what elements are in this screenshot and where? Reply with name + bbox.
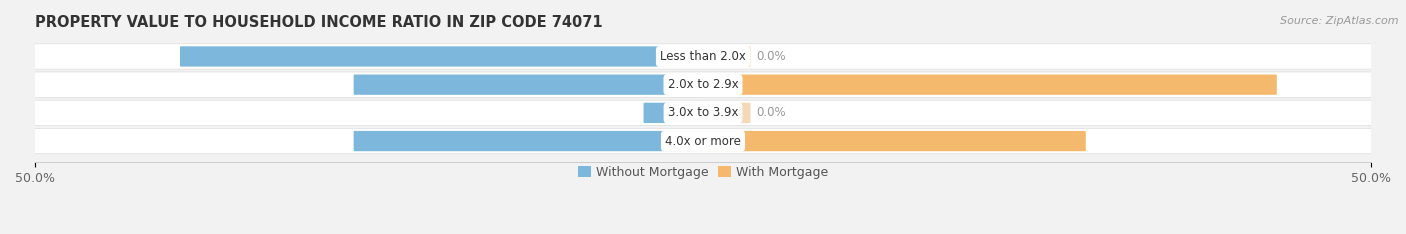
Text: Less than 2.0x: Less than 2.0x (659, 50, 747, 63)
FancyBboxPatch shape (34, 128, 1372, 154)
Text: 42.9%: 42.9% (1282, 78, 1324, 91)
Text: 0.0%: 0.0% (756, 50, 786, 63)
Text: 4.0x or more: 4.0x or more (665, 135, 741, 148)
Text: 26.1%: 26.1% (302, 78, 343, 91)
Text: 0.0%: 0.0% (756, 106, 786, 119)
FancyBboxPatch shape (34, 72, 1372, 97)
FancyBboxPatch shape (644, 103, 703, 123)
FancyBboxPatch shape (703, 74, 1277, 95)
Text: 39.1%: 39.1% (129, 50, 170, 63)
FancyBboxPatch shape (180, 46, 703, 67)
FancyBboxPatch shape (34, 44, 1372, 69)
Text: Source: ZipAtlas.com: Source: ZipAtlas.com (1281, 16, 1399, 26)
FancyBboxPatch shape (703, 131, 1085, 151)
FancyBboxPatch shape (354, 74, 703, 95)
Legend: Without Mortgage, With Mortgage: Without Mortgage, With Mortgage (574, 161, 832, 184)
FancyBboxPatch shape (703, 103, 751, 123)
Text: 2.0x to 2.9x: 2.0x to 2.9x (668, 78, 738, 91)
Text: 3.0x to 3.9x: 3.0x to 3.9x (668, 106, 738, 119)
Text: 4.4%: 4.4% (600, 106, 634, 119)
Text: PROPERTY VALUE TO HOUSEHOLD INCOME RATIO IN ZIP CODE 74071: PROPERTY VALUE TO HOUSEHOLD INCOME RATIO… (35, 15, 603, 30)
FancyBboxPatch shape (703, 46, 751, 67)
FancyBboxPatch shape (354, 131, 703, 151)
Text: 26.1%: 26.1% (302, 135, 343, 148)
FancyBboxPatch shape (34, 100, 1372, 126)
Text: 28.6%: 28.6% (1092, 135, 1133, 148)
